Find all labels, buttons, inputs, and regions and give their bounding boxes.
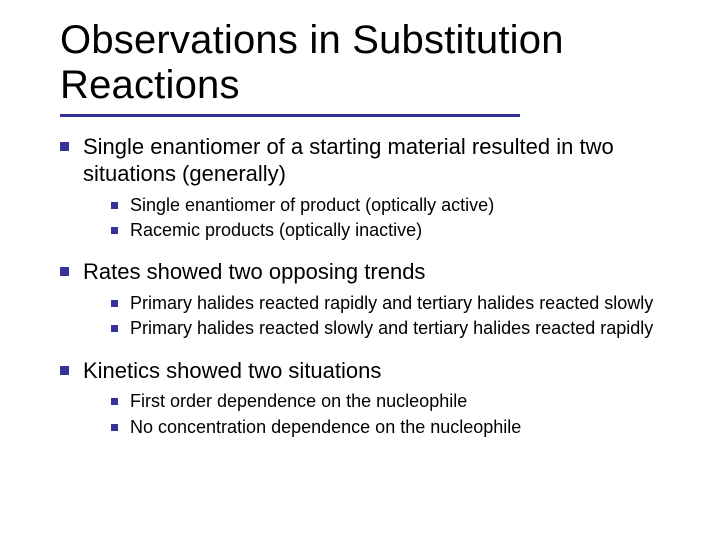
sub-list-item-text: Primary halides reacted slowly and terti… [130,317,653,340]
bullet-list: Single enantiomer of a starting material… [60,133,680,449]
slide-title: Observations in Substitution Reactions [60,18,680,108]
list-item-content: Single enantiomer of a starting material… [83,133,680,253]
list-item-text: Kinetics showed two situations [83,357,680,385]
list-item: Single enantiomer of a starting material… [60,133,680,253]
list-item-content: Kinetics showed two situations First ord… [83,357,680,449]
sub-list-item: No concentration dependence on the nucle… [111,416,680,439]
sub-list-item: First order dependence on the nucleophil… [111,390,680,413]
sub-list-item-text: Racemic products (optically inactive) [130,219,422,242]
title-underline [60,114,520,117]
sub-list-item: Single enantiomer of product (optically … [111,194,680,217]
sub-list-item-text: First order dependence on the nucleophil… [130,390,467,413]
list-item-text: Single enantiomer of a starting material… [83,133,680,188]
sub-list: First order dependence on the nucleophil… [111,390,680,439]
list-item: Kinetics showed two situations First ord… [60,357,680,449]
square-bullet-icon [60,366,69,375]
sub-list-item: Primary halides reacted rapidly and tert… [111,292,680,315]
sub-list-item-text: No concentration dependence on the nucle… [130,416,521,439]
sub-list-item: Primary halides reacted slowly and terti… [111,317,680,340]
square-bullet-icon [60,267,69,276]
list-item-text: Rates showed two opposing trends [83,258,680,286]
sub-list: Single enantiomer of product (optically … [111,194,680,243]
square-bullet-icon [111,325,118,332]
sub-list-item: Racemic products (optically inactive) [111,219,680,242]
square-bullet-icon [111,424,118,431]
sub-list: Primary halides reacted rapidly and tert… [111,292,680,341]
square-bullet-icon [111,202,118,209]
square-bullet-icon [111,398,118,405]
square-bullet-icon [111,227,118,234]
slide: Observations in Substitution Reactions S… [0,0,720,540]
list-item: Rates showed two opposing trends Primary… [60,258,680,350]
sub-list-item-text: Primary halides reacted rapidly and tert… [130,292,653,315]
list-item-content: Rates showed two opposing trends Primary… [83,258,680,350]
square-bullet-icon [60,142,69,151]
square-bullet-icon [111,300,118,307]
sub-list-item-text: Single enantiomer of product (optically … [130,194,494,217]
